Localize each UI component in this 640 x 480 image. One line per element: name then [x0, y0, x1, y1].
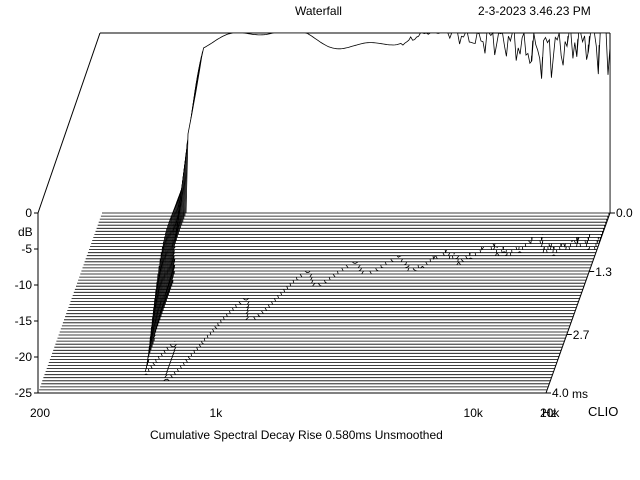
- timestamp: 2-3-2023 3.46.23 PM: [478, 4, 591, 18]
- waterfall-slice: [42, 378, 551, 382]
- y-tick-label: -15: [14, 314, 32, 328]
- y-tick-label: -25: [14, 386, 32, 400]
- y-axis-label: dB: [18, 225, 33, 239]
- waterfall-slice: [53, 298, 562, 351]
- time-tick-label: 0.0: [616, 206, 633, 220]
- y-tick-label: -10: [14, 278, 32, 292]
- waterfall-slice: [52, 307, 561, 354]
- time-tick-label: 4.0: [552, 386, 569, 400]
- time-tick-label: 1.3: [595, 264, 612, 279]
- waterfall-slice: [48, 336, 557, 363]
- hz-unit-label: Hz: [542, 406, 557, 420]
- back-left-edge: [37, 32, 101, 214]
- waterfall-slice: [46, 355, 555, 369]
- waterfall-slice: [102, 31, 611, 214]
- y-tick-label: 0: [25, 206, 32, 220]
- time-tick-label: 2.7: [572, 327, 590, 342]
- waterfall-slice: [45, 363, 554, 372]
- chart-title: Waterfall: [295, 4, 342, 18]
- x-tick-label: 200: [30, 406, 51, 420]
- y-tick-label: -5: [21, 242, 32, 256]
- brand-label: CLIO: [588, 404, 619, 419]
- waterfall-slices: [38, 31, 611, 394]
- axis-ticks: [34, 212, 615, 394]
- time-unit-label: ms: [572, 387, 588, 401]
- chart-caption: Cumulative Spectral Decay Rise 0.580ms U…: [150, 428, 443, 442]
- x-tick-label: 20k: [540, 406, 560, 420]
- x-tick-label: 10k: [463, 406, 483, 420]
- x-tick-label: 1k: [209, 406, 223, 420]
- y-tick-label: -20: [14, 350, 32, 364]
